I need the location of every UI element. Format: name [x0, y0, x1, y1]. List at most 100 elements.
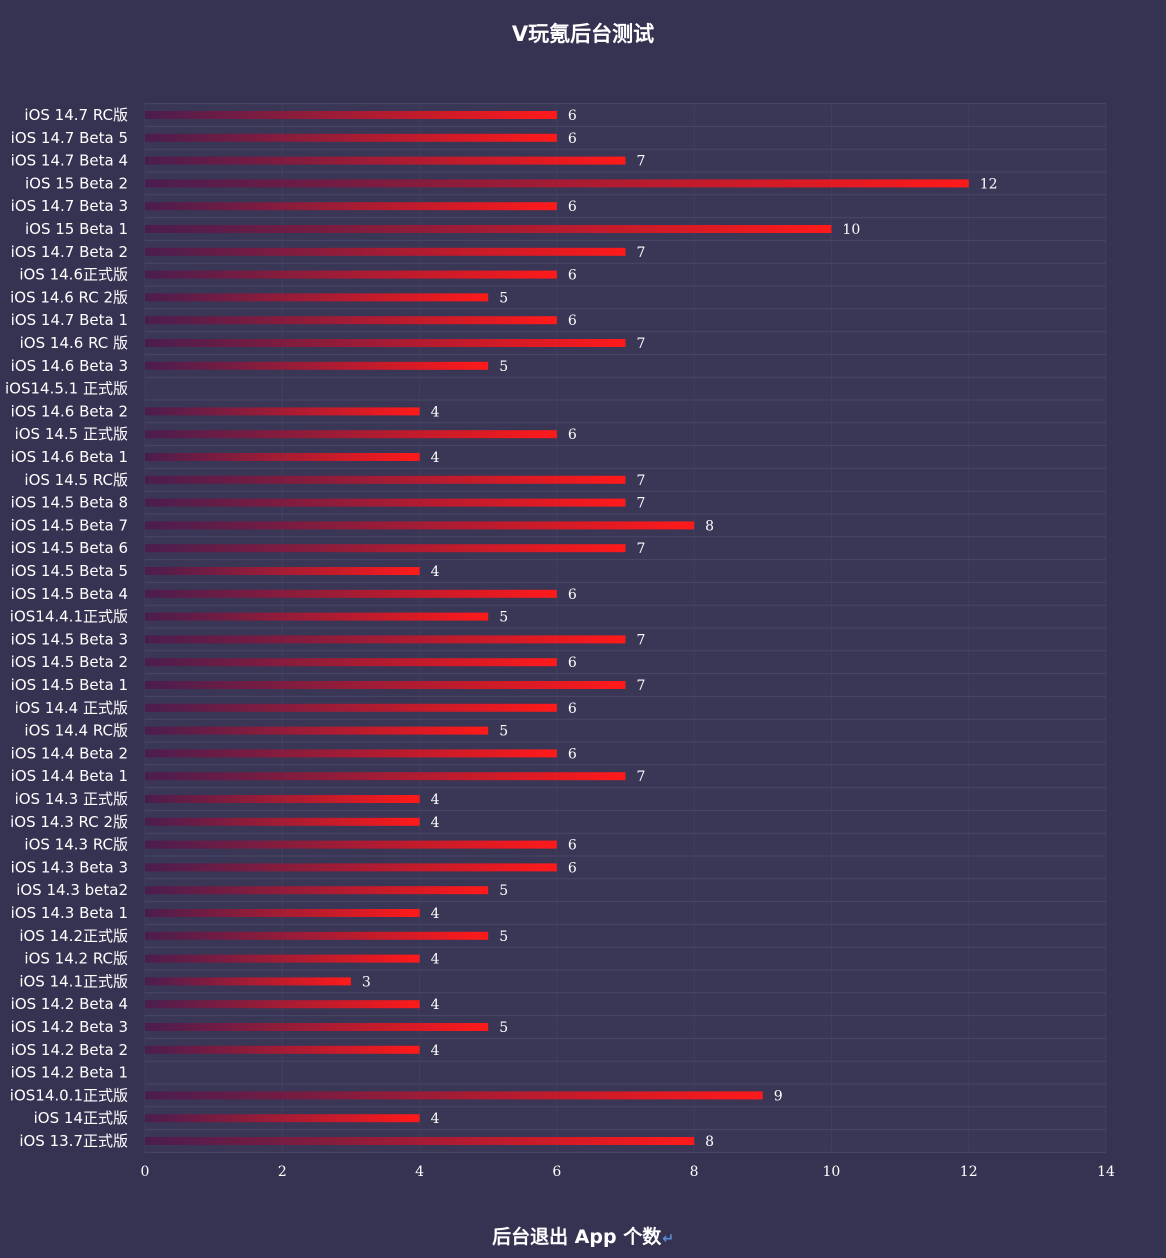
category-label: iOS 14.5 Beta 7	[11, 516, 128, 534]
category-label: iOS 15 Beta 2	[25, 174, 128, 192]
data-label: 6	[568, 268, 577, 284]
category-label: iOS 14.4 RC版	[24, 722, 128, 740]
category-label: iOS 14.5 Beta 3	[11, 630, 128, 648]
bar	[145, 909, 420, 917]
data-label: 5	[499, 929, 508, 945]
bar	[145, 316, 557, 325]
bar	[145, 749, 557, 758]
return-arrow-icon: ↵	[662, 1231, 674, 1247]
category-label: iOS 14.3 Beta 3	[11, 858, 128, 876]
data-label: 6	[568, 860, 577, 876]
data-label: 6	[568, 313, 577, 329]
category-label: iOS 14.7 Beta 5	[11, 129, 128, 147]
x-tick-label: 4	[415, 1164, 424, 1180]
data-label: 4	[431, 952, 440, 968]
category-label: iOS 14.2正式版	[19, 927, 128, 945]
category-label: iOS 14.6 Beta 2	[11, 402, 128, 420]
category-label: iOS 14.3 RC版	[24, 836, 128, 854]
bar	[145, 293, 489, 302]
bar	[145, 612, 489, 621]
data-label: 4	[431, 997, 440, 1013]
data-label: 8	[705, 518, 714, 534]
category-label: iOS14.0.1正式版	[10, 1086, 128, 1104]
data-label: 4	[431, 450, 440, 466]
data-label: 5	[499, 883, 508, 899]
category-label: iOS 14.5 正式版	[15, 425, 128, 443]
data-label: 4	[431, 564, 440, 580]
category-label: iOS14.5.1 正式版	[5, 380, 128, 398]
category-label: iOS 14.4 正式版	[15, 699, 128, 717]
bar	[145, 225, 832, 233]
bar	[145, 703, 557, 712]
x-tick-label: 10	[823, 1164, 841, 1180]
data-label: 7	[637, 769, 646, 785]
category-label: iOS 14.2 Beta 4	[11, 995, 128, 1013]
data-label: 5	[499, 1020, 508, 1036]
data-label: 6	[568, 131, 577, 147]
data-label: 7	[637, 154, 646, 170]
bar	[145, 270, 557, 279]
category-label: iOS 14.2 RC版	[24, 950, 128, 968]
data-label: 7	[637, 678, 646, 694]
bar	[145, 544, 626, 553]
data-label: 3	[362, 974, 371, 990]
category-label: iOS 14.2 Beta 2	[11, 1041, 128, 1059]
category-label: iOS 14.2 Beta 1	[11, 1064, 128, 1082]
data-label: 4	[431, 1111, 440, 1127]
chart-title: V玩氪后台测试	[511, 22, 655, 46]
bar	[145, 658, 557, 667]
bar	[145, 202, 557, 211]
bar	[145, 361, 489, 370]
bar	[145, 1137, 695, 1145]
data-label: 6	[568, 655, 577, 671]
bar	[145, 1114, 420, 1123]
category-label: iOS 14.1正式版	[19, 972, 128, 990]
category-label: iOS 14.7 Beta 4	[11, 152, 128, 170]
data-label: 9	[774, 1088, 783, 1104]
bar	[145, 453, 420, 461]
data-label: 6	[568, 108, 577, 124]
data-label: 6	[568, 701, 577, 717]
data-label: 7	[637, 496, 646, 512]
data-label: 4	[431, 404, 440, 420]
bar	[145, 1023, 489, 1031]
bar	[145, 179, 969, 188]
bar	[145, 430, 557, 439]
category-label: iOS 14.6 RC 版	[20, 334, 128, 352]
bar	[145, 567, 420, 575]
data-label: 8	[705, 1134, 714, 1150]
category-label: iOS 14.4 Beta 1	[11, 767, 128, 785]
category-label: iOS 14.2 Beta 3	[11, 1018, 128, 1036]
category-label: iOS 14.7 Beta 1	[11, 311, 128, 329]
category-label: iOS 14.6 RC 2版	[10, 288, 128, 306]
category-label: iOS 14.5 Beta 2	[11, 653, 128, 671]
bar	[145, 795, 420, 803]
bar	[145, 1045, 420, 1054]
data-label: 5	[499, 724, 508, 740]
category-label: iOS 14.3 beta2	[16, 881, 128, 899]
x-tick-label: 0	[141, 1164, 150, 1180]
x-axis-label-text: 后台退出 App 个数	[492, 1226, 662, 1248]
bar	[145, 475, 626, 484]
data-label: 12	[980, 176, 998, 192]
category-label: iOS 15 Beta 1	[25, 220, 128, 238]
category-label: iOS 14.6正式版	[19, 266, 128, 284]
data-label: 7	[637, 632, 646, 648]
data-label: 7	[637, 541, 646, 557]
category-label: iOS 14.4 Beta 2	[11, 744, 128, 762]
x-axis-title: 后台退出 App 个数↵	[0, 1222, 1166, 1249]
data-label: 6	[568, 838, 577, 854]
bar	[145, 156, 626, 165]
category-label: iOS 14.5 Beta 6	[11, 539, 128, 557]
category-label: iOS 14.7 Beta 3	[11, 197, 128, 215]
bar	[145, 726, 489, 735]
bar	[145, 840, 557, 849]
bar	[145, 339, 626, 347]
category-label: iOS 14.5 Beta 5	[11, 562, 128, 580]
category-label: iOS14.4.1正式版	[10, 608, 128, 626]
bar	[145, 977, 351, 986]
bar	[145, 681, 626, 689]
bar	[145, 111, 557, 119]
bar	[145, 863, 557, 872]
